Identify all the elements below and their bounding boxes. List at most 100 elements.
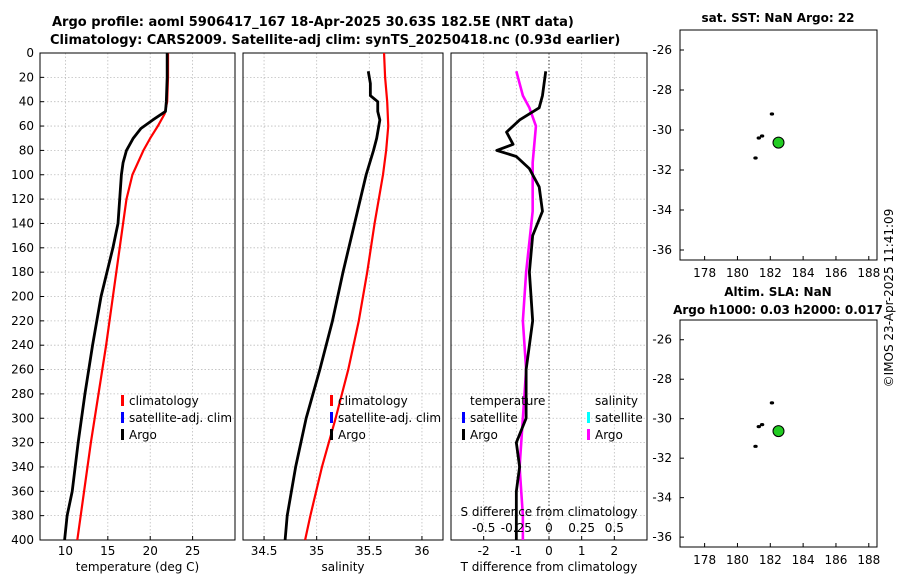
salinity-xtick-label: 36 <box>414 544 429 558</box>
sla-map-point <box>756 424 761 429</box>
depth-ytick-label: 20 <box>19 70 34 84</box>
depth-ytick-label: 240 <box>11 338 34 352</box>
depth-ytick-label: 0 <box>26 46 34 60</box>
difference-xtick-label: 0 <box>545 544 553 558</box>
sst-map-ytick-label: -26 <box>652 43 672 57</box>
sst-map-ytick-label: -30 <box>652 123 672 137</box>
difference-legend-salinity-title: salinity <box>595 394 638 408</box>
depth-ytick-label: 160 <box>11 241 34 255</box>
temperature-xtick-label: 20 <box>143 544 158 558</box>
difference-xtick-label: 2 <box>611 544 619 558</box>
salinity-legend-0-label: climatology <box>338 394 408 408</box>
difference-legend-s-satellite-label: satellite <box>595 411 643 425</box>
depth-ytick-label: 400 <box>11 533 34 547</box>
sst-map-point <box>759 134 765 138</box>
sla-map-xtick-label: 182 <box>759 553 782 567</box>
sst-map-float-marker <box>772 136 785 149</box>
depth-ytick-label: 380 <box>11 509 34 523</box>
sla-map-title-0: Altim. SLA: NaN <box>724 285 831 299</box>
sla-map-float-marker <box>772 425 785 438</box>
depth-ytick-label: 120 <box>11 192 34 206</box>
difference-legend-t-argo-label: Argo <box>470 428 498 442</box>
sla-map-point <box>753 444 758 448</box>
depth-ytick-label: 40 <box>19 95 34 109</box>
difference-legend-temperature-title: temperature <box>470 394 545 408</box>
sst-map-xtick-label: 182 <box>759 266 782 280</box>
difference-top-xtick-label: 0 <box>545 521 553 535</box>
sst-map-point <box>769 112 775 116</box>
depth-ytick-label: 260 <box>11 363 34 377</box>
temperature-xtick-label: 10 <box>58 544 73 558</box>
depth-ytick-label: 180 <box>11 265 34 279</box>
salinity-xtick-label: 35 <box>309 544 324 558</box>
sst-map-xtick-label: 178 <box>693 266 716 280</box>
sst-map-title-0: sat. SST: NaN Argo: 22 <box>701 11 854 25</box>
salinity-climatology-line <box>304 52 390 541</box>
sst-map-ytick-label: -28 <box>652 83 672 97</box>
sst-map-axes-frame <box>679 29 878 261</box>
difference-legend-t-argo-swatch <box>462 429 465 440</box>
depth-ytick-label: 280 <box>11 387 34 401</box>
depth-ytick-label: 300 <box>11 411 34 425</box>
salinity-diff-argo-line <box>515 70 538 540</box>
difference-legend-s-argo-swatch <box>587 429 590 440</box>
difference-top-xlabel: S difference from climatology <box>461 505 638 519</box>
sla-map-axes-frame <box>679 319 878 548</box>
difference-top-xtick-label: 0.5 <box>605 521 624 535</box>
difference-xlabel: T difference from climatology <box>460 560 638 574</box>
sla-map-ytick-label: -32 <box>652 451 672 465</box>
temperature-legend-2-swatch <box>121 429 124 440</box>
sla-map-xtick-label: 184 <box>792 553 815 567</box>
sst-map-point <box>756 136 761 140</box>
difference-legend-s-argo-label: Argo <box>595 428 623 442</box>
difference-legend-s-satellite-swatch <box>587 412 590 423</box>
salinity-legend-0-swatch <box>330 395 333 406</box>
imos-watermark: ©IMOS 23-Apr-2025 11:41:09 <box>882 208 896 388</box>
salinity-argo-line <box>283 71 382 541</box>
salinity-legend-2-swatch <box>330 429 333 440</box>
difference-xtick-label: -1 <box>510 544 522 558</box>
temperature-xlabel: temperature (deg C) <box>76 560 199 574</box>
salinity-xtick-label: 35.5 <box>356 544 383 558</box>
depth-ytick-label: 60 <box>19 119 34 133</box>
depth-ytick-label: 100 <box>11 168 34 182</box>
difference-top-xtick-label: 0.25 <box>568 521 595 535</box>
sst-map-ytick-label: -36 <box>652 243 672 257</box>
salinity-legend-1-label: satellite-adj. clim <box>338 411 441 425</box>
difference-legend-t-satellite-label: satellite <box>470 411 518 425</box>
temperature-diff-argo-line <box>495 71 548 540</box>
temperature-xtick-label: 25 <box>185 544 200 558</box>
temperature-argo-line <box>63 53 169 541</box>
difference-top-xtick-label: -0.25 <box>501 521 532 535</box>
depth-ytick-label: 340 <box>11 460 34 474</box>
temperature-climatology-line <box>76 53 170 541</box>
depth-ytick-label: 80 <box>19 143 34 157</box>
salinity-xlabel: salinity <box>321 560 364 574</box>
sla-map-ytick-label: -36 <box>652 530 672 544</box>
temperature-legend-1-swatch <box>121 412 124 423</box>
temperature-legend-1-label: satellite-adj. clim <box>129 411 232 425</box>
figure-title-line1: Argo profile: aoml 5906417_167 18-Apr-20… <box>52 15 574 30</box>
temperature-legend-0-swatch <box>121 395 124 406</box>
sla-map-title-1: Argo h1000: 0.03 h2000: 0.017 <box>673 303 883 317</box>
temperature-xtick-label: 15 <box>100 544 115 558</box>
sla-map-xtick-label: 186 <box>825 553 848 567</box>
temperature-legend-2-label: Argo <box>129 428 157 442</box>
sla-map-ytick-label: -28 <box>652 372 672 386</box>
sla-map-point <box>769 401 775 405</box>
depth-ytick-label: 200 <box>11 290 34 304</box>
sst-map-xtick-label: 180 <box>726 266 749 280</box>
depth-ytick-label: 220 <box>11 314 34 328</box>
salinity-legend-2-label: Argo <box>338 428 366 442</box>
temperature-legend-0-label: climatology <box>129 394 199 408</box>
sst-map-point <box>753 156 758 160</box>
sst-map-xtick-label: 184 <box>792 266 815 280</box>
sla-map-ytick-label: -34 <box>652 491 672 505</box>
difference-xtick-label: -2 <box>478 544 490 558</box>
sst-map-ytick-label: -34 <box>652 203 672 217</box>
salinity-xtick-label: 34.5 <box>251 544 278 558</box>
difference-top-xtick-label: -0.5 <box>472 521 495 535</box>
depth-ytick-label: 140 <box>11 216 34 230</box>
